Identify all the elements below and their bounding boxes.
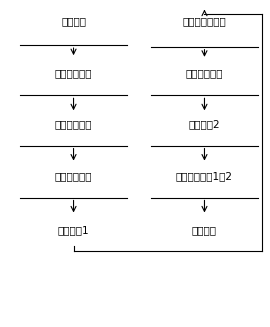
Text: 设置测试条件: 设置测试条件 <box>55 120 92 129</box>
Text: 结束测试: 结束测试 <box>192 225 217 235</box>
Text: 记录数据2: 记录数据2 <box>189 120 220 129</box>
Text: 对器件进行应力: 对器件进行应力 <box>183 16 226 26</box>
Text: 进行测试操作: 进行测试操作 <box>55 171 92 181</box>
Text: 测试系统搭建: 测试系统搭建 <box>55 68 92 78</box>
Text: 对比分析数据1、2: 对比分析数据1、2 <box>176 171 233 181</box>
Text: 记录数据1: 记录数据1 <box>58 225 89 235</box>
Text: 进行测试操作: 进行测试操作 <box>186 68 223 78</box>
Text: 开始测试: 开始测试 <box>61 16 86 26</box>
